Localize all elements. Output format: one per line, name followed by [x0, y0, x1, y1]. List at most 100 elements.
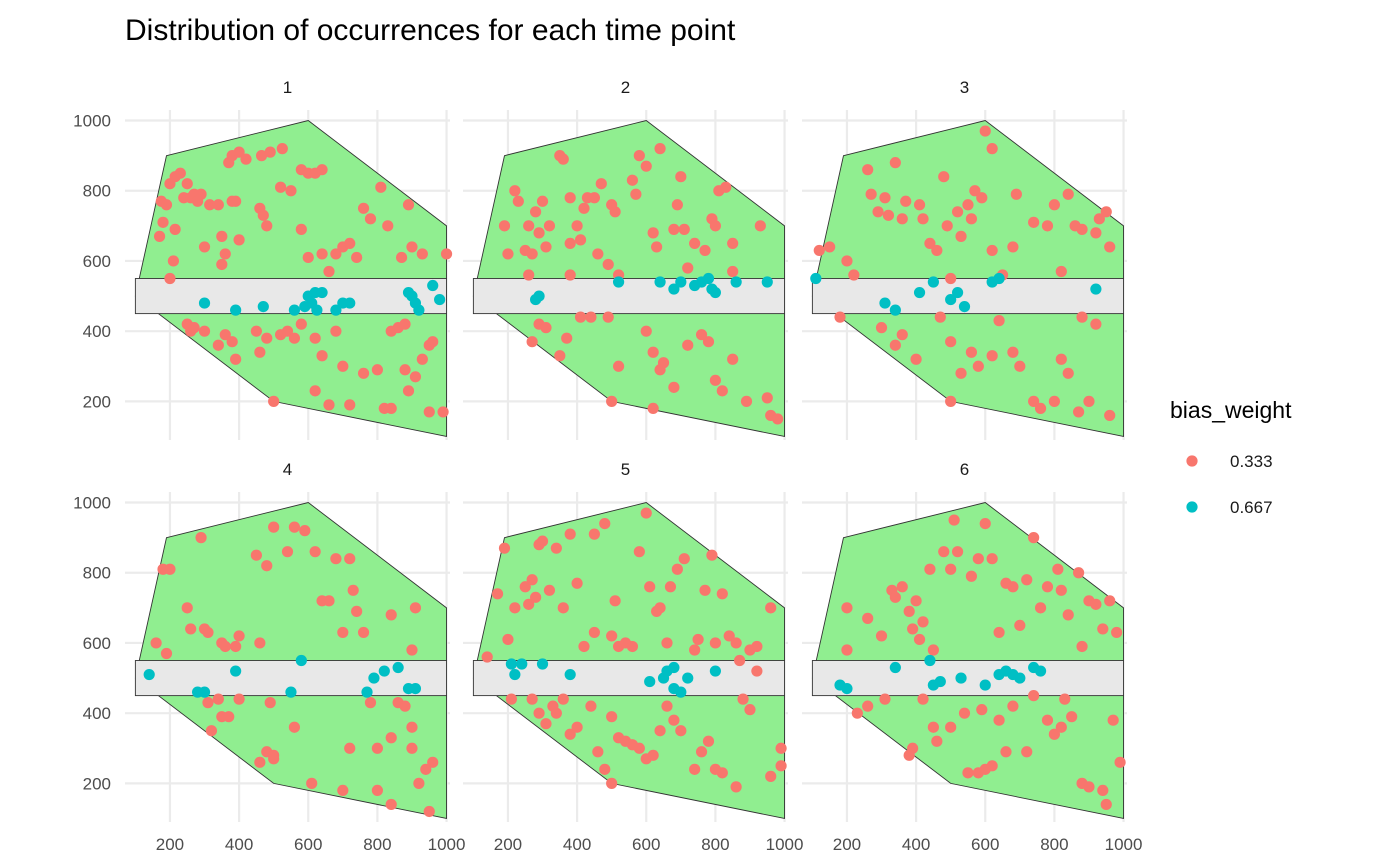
data-point — [917, 616, 929, 628]
data-point — [309, 385, 321, 397]
data-point — [574, 311, 587, 323]
data-point — [986, 350, 998, 362]
data-point — [1076, 311, 1088, 323]
facet-panel-6: 6 200 400 600 800 1000 — [802, 460, 1142, 854]
data-point — [181, 602, 193, 614]
data-point — [647, 346, 659, 358]
data-point — [723, 630, 735, 642]
data-point — [1028, 216, 1040, 228]
data-point — [195, 188, 207, 200]
data-point — [423, 406, 435, 418]
data-point — [212, 339, 224, 351]
data-point — [202, 697, 214, 709]
data-point — [427, 756, 439, 768]
data-point — [399, 700, 411, 712]
data-point — [1021, 746, 1033, 758]
data-point — [1062, 609, 1074, 621]
data-point — [585, 311, 597, 323]
x-tick-label: 200 — [156, 835, 184, 854]
data-point — [962, 199, 974, 211]
data-point — [323, 265, 335, 278]
data-point — [941, 220, 953, 232]
facet-panel-4: 4 200 400 600 800 1000 200 400 600 800 1000 — [73, 460, 465, 854]
data-point — [1028, 532, 1040, 544]
x-tick-label: 200 — [833, 835, 861, 854]
data-point — [602, 258, 614, 271]
facet-label: 6 — [960, 460, 969, 479]
data-point — [285, 185, 297, 197]
data-point — [202, 626, 214, 639]
data-point — [519, 581, 531, 593]
data-point — [416, 248, 428, 260]
data-point — [1062, 367, 1074, 379]
data-point — [281, 546, 294, 558]
data-point — [230, 195, 242, 207]
data-point — [509, 602, 521, 614]
data-point — [993, 714, 1005, 726]
data-point — [406, 241, 418, 253]
data-point — [945, 272, 957, 285]
data-point — [254, 756, 266, 768]
data-point — [689, 763, 701, 775]
data-point — [913, 633, 926, 646]
data-point — [889, 591, 901, 603]
data-point — [268, 521, 280, 533]
data-point — [299, 525, 311, 537]
data-point — [661, 700, 673, 712]
data-point — [882, 209, 895, 221]
y-tick-label: 600 — [83, 252, 111, 271]
data-point — [841, 644, 853, 656]
data-point — [375, 181, 387, 193]
data-point — [765, 770, 777, 782]
data-point — [536, 658, 549, 670]
data-point — [841, 255, 853, 267]
data-point — [337, 360, 349, 372]
data-point — [848, 269, 860, 281]
data-point — [948, 514, 960, 526]
data-point — [523, 220, 535, 232]
data-point — [640, 160, 652, 172]
data-point — [285, 686, 297, 698]
data-point — [261, 560, 273, 572]
data-point — [261, 332, 273, 344]
data-point — [1104, 595, 1116, 607]
data-point — [889, 339, 901, 351]
data-point — [979, 125, 991, 137]
data-point — [917, 213, 929, 225]
data-point — [706, 549, 718, 561]
data-point — [675, 725, 687, 737]
data-point — [969, 185, 981, 197]
data-point — [1104, 409, 1116, 422]
data-point — [526, 336, 538, 348]
data-point — [264, 697, 276, 709]
data-point — [230, 665, 242, 677]
data-point — [709, 637, 721, 649]
data-point — [526, 248, 538, 260]
data-point — [727, 353, 739, 365]
data-point — [509, 668, 521, 681]
data-point — [765, 602, 777, 614]
data-point — [1014, 360, 1026, 372]
data-point — [1007, 581, 1019, 593]
data-point — [689, 237, 701, 250]
data-point — [924, 563, 936, 575]
data-point — [516, 658, 528, 670]
data-point — [1059, 693, 1071, 705]
data-point — [230, 304, 242, 316]
data-point — [900, 195, 912, 207]
facet-panel-2: 2 — [463, 78, 788, 440]
data-point — [668, 381, 680, 393]
data-point — [316, 286, 328, 299]
data-point — [561, 332, 573, 344]
data-point — [1076, 640, 1088, 653]
data-point — [420, 763, 432, 775]
data-point — [1028, 690, 1040, 702]
data-point — [295, 223, 307, 235]
data-point — [754, 220, 766, 232]
data-point — [951, 286, 964, 299]
data-point — [481, 651, 493, 663]
legend-key-0.667 — [1186, 501, 1198, 513]
data-point — [174, 167, 186, 179]
data-point — [907, 623, 919, 635]
